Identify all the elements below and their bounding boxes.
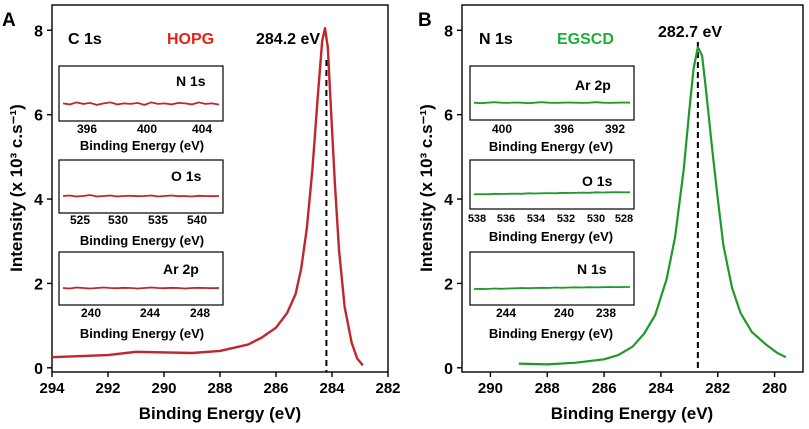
panel-b-inset-2-x-label: Binding Energy (eV) bbox=[489, 229, 613, 244]
panel-a-x-tick-label: 282 bbox=[375, 380, 400, 397]
panel-a-inset-1-tick-3: 404 bbox=[192, 122, 212, 136]
panel-a: A C 1s HOPG 284.2 eV Binding Energy (eV)… bbox=[2, 4, 401, 423]
panel-a-peak-label: 284.2 eV bbox=[256, 31, 320, 48]
panel-a-inset-1-tick-1: 396 bbox=[77, 122, 97, 136]
panel-a-inset-1-trace bbox=[62, 101, 220, 106]
panel-b-inset-1-x-label: Binding Energy (eV) bbox=[489, 139, 613, 154]
panel-b-peak-label: 282.7 eV bbox=[658, 24, 722, 41]
panel-a-y-tick-label: 8 bbox=[34, 23, 43, 40]
panel-b-sample: EGSCD bbox=[557, 31, 614, 48]
panel-b-inset-3-trace bbox=[473, 286, 630, 290]
panel-a-y-tick-label: 0 bbox=[34, 361, 43, 378]
panel-b-y-tick-label: 2 bbox=[444, 276, 453, 293]
panel-b-inset-2-title: O 1s bbox=[582, 173, 613, 189]
panel-b-x-tick-label: 286 bbox=[592, 380, 617, 397]
panel-a-y-tick-label: 4 bbox=[34, 192, 43, 209]
panel-b-inset-2-tick-4: 532 bbox=[557, 213, 575, 225]
panel-a-x-tick-label: 290 bbox=[151, 380, 176, 397]
panel-b-inset-2-tick-5: 530 bbox=[587, 213, 605, 225]
panel-b-y-tick-label: 4 bbox=[444, 192, 453, 209]
panel-b-inset-3-title: N 1s bbox=[577, 261, 607, 277]
panel-a-inset-2-trace bbox=[62, 194, 220, 198]
panel-a-inset-2-tick-3: 535 bbox=[148, 213, 168, 227]
panel-a-sample: HOPG bbox=[167, 31, 214, 48]
panel-b-inset-1-title: Ar 2p bbox=[575, 77, 611, 93]
panel-b-x-tick-label: 282 bbox=[705, 380, 730, 397]
panel-a-inset-2-frame bbox=[58, 159, 224, 214]
panel-b-inset-1-tick-3: 392 bbox=[605, 122, 625, 136]
panel-a-inset-2-x-label: Binding Energy (eV) bbox=[80, 233, 204, 248]
panel-a-inset-2-tick-4: 540 bbox=[187, 213, 207, 227]
panel-b-x-tick-label: 284 bbox=[648, 380, 674, 397]
panel-b-inset-1-tick-2: 396 bbox=[554, 122, 574, 136]
panel-b-title: N 1s bbox=[479, 31, 513, 48]
panel-a-x-tick-label: 284 bbox=[319, 380, 345, 397]
panel-b: B N 1s EGSCD 282.7 eV Binding Energy (eV… bbox=[417, 4, 804, 423]
panel-b-y-tick-label: 0 bbox=[444, 361, 453, 378]
panel-a-inset-3-frame bbox=[58, 251, 224, 306]
panel-a-x-tick-label: 294 bbox=[39, 380, 65, 397]
panel-b-inset-2-tick-6: 528 bbox=[615, 213, 633, 225]
panel-b-x-label: Binding Energy (eV) bbox=[551, 404, 713, 423]
panel-a-inset-1-tick-2: 400 bbox=[137, 122, 157, 136]
panel-a-inset-2-tick-2: 530 bbox=[108, 213, 128, 227]
panel-label-a: A bbox=[2, 10, 16, 31]
panel-b-y-label: Intensity (x 10³ c.s⁻¹) bbox=[417, 104, 436, 272]
panel-b-inset-3-tick-1: 244 bbox=[496, 306, 516, 320]
panel-b-frame bbox=[461, 4, 804, 373]
panel-a-inset-1-title: N 1s bbox=[176, 73, 206, 89]
panel-a-x-tick-label: 288 bbox=[207, 380, 232, 397]
panel-a-inset-3-tick-2: 244 bbox=[140, 306, 160, 320]
panel-b-x-tick-label: 280 bbox=[762, 380, 787, 397]
panel-a-inset-2-tick-1: 525 bbox=[70, 213, 90, 227]
panel-a-x-tick-label: 286 bbox=[263, 380, 288, 397]
panel-a-y-label: Intensity (x 10³ c.s⁻¹) bbox=[7, 104, 26, 272]
panel-b-inset-2-frame bbox=[469, 159, 635, 210]
panel-b-inset-3-tick-2: 240 bbox=[554, 306, 574, 320]
panel-b-inset-2-tick-2: 536 bbox=[497, 213, 515, 225]
panel-b-x-tick-label: 290 bbox=[478, 380, 503, 397]
panel-b-inset-1-frame bbox=[469, 65, 635, 121]
panel-a-x-label: Binding Energy (eV) bbox=[139, 404, 301, 423]
panel-b-inset-3-frame bbox=[469, 251, 635, 306]
panel-a-inset-3-tick-3: 248 bbox=[190, 306, 210, 320]
panel-a-title: C 1s bbox=[68, 31, 102, 48]
panel-b-inset-2-tick-3: 534 bbox=[527, 213, 546, 225]
panel-a-ticks: 294 292 290 288 286 284 282 0 2 4 6 8 bbox=[34, 23, 400, 397]
panel-a-y-tick-label: 2 bbox=[34, 276, 43, 293]
panel-b-inset-2-tick-1: 538 bbox=[468, 213, 486, 225]
panel-b-x-tick-label: 288 bbox=[535, 380, 560, 397]
panel-a-spectrum bbox=[51, 27, 364, 367]
panel-a-inset-3-tick-1: 240 bbox=[81, 306, 101, 320]
panel-b-y-tick-label: 8 bbox=[444, 23, 453, 40]
panel-a-inset-3-trace bbox=[62, 286, 220, 290]
panel-b-ticks: 290 288 286 284 282 280 0 2 4 6 8 bbox=[444, 23, 787, 397]
panel-a-inset-2-title: O 1s bbox=[171, 168, 202, 184]
panel-a-inset-1-x-label: Binding Energy (eV) bbox=[80, 138, 204, 153]
panel-a-x-tick-label: 292 bbox=[95, 380, 120, 397]
panel-b-y-tick-label: 6 bbox=[444, 108, 453, 125]
panel-b-inset-3-x-label: Binding Energy (eV) bbox=[489, 326, 613, 341]
panel-a-inset-3-x-label: Binding Energy (eV) bbox=[80, 326, 204, 341]
panel-a-y-tick-label: 6 bbox=[34, 108, 43, 125]
panel-b-inset-2-trace bbox=[473, 191, 630, 196]
panel-label-b: B bbox=[418, 10, 432, 31]
panel-b-spectrum bbox=[518, 46, 787, 366]
panel-b-inset-1-trace bbox=[473, 101, 631, 105]
panel-a-inset-3-title: Ar 2p bbox=[163, 261, 199, 277]
panel-b-inset-1-tick-1: 400 bbox=[492, 122, 512, 136]
panel-b-inset-3-tick-3: 238 bbox=[596, 306, 616, 320]
panel-a-inset-1-frame bbox=[58, 65, 224, 122]
